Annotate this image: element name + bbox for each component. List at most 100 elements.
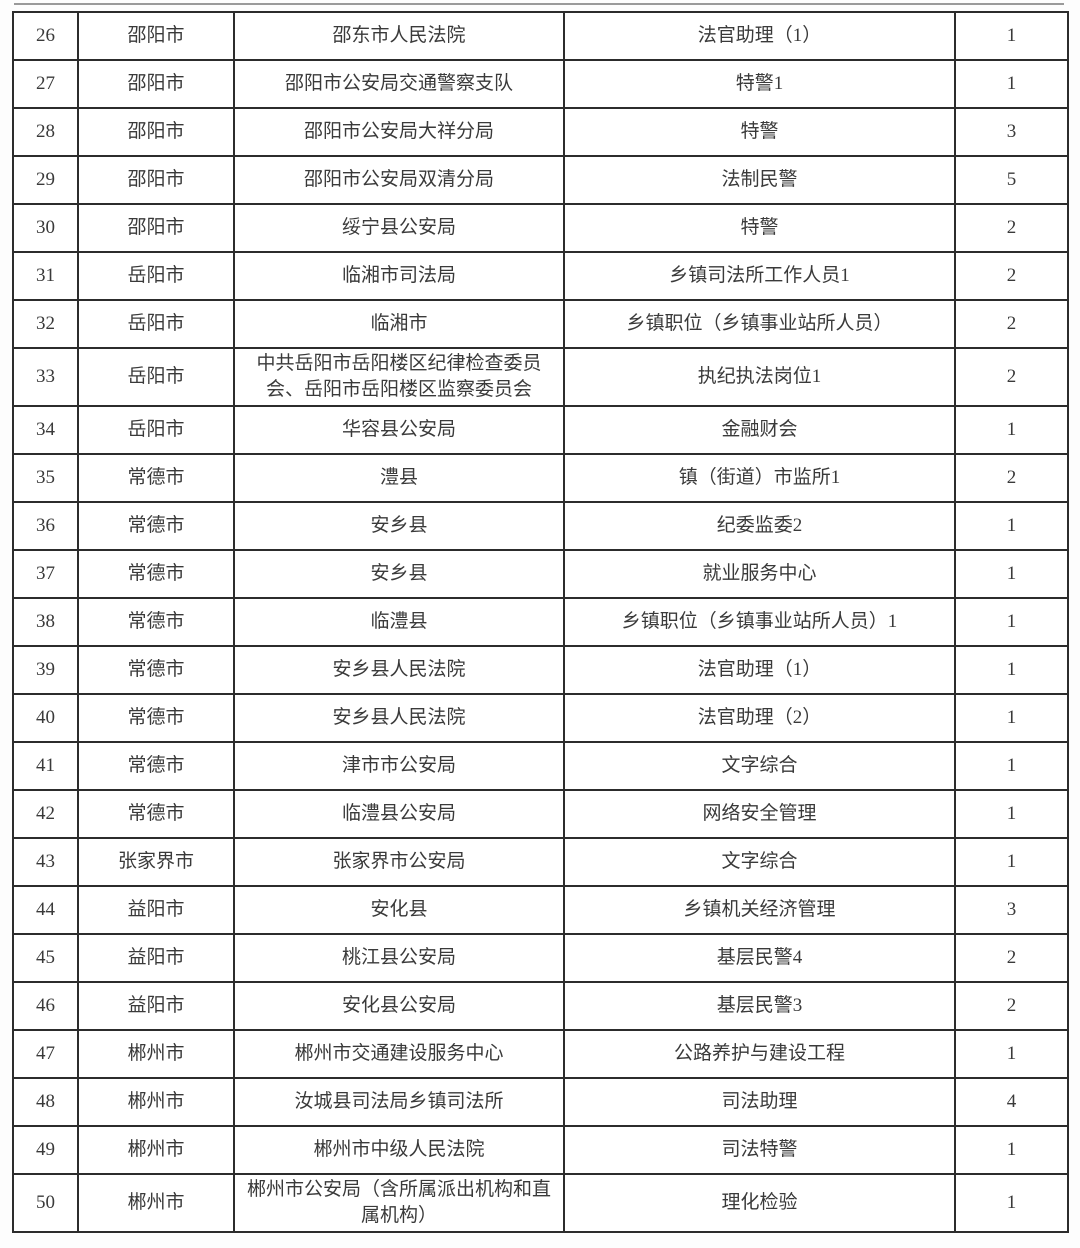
cell-city: 常德市	[77, 645, 235, 695]
cell-city: 郴州市	[77, 1173, 235, 1233]
table-row: 48 郴州市 汝城县司法局乡镇司法所 司法助理 4	[12, 1077, 1069, 1127]
cell-count: 2	[954, 933, 1069, 983]
table-row: 49 郴州市 郴州市中级人民法院 司法特警 1	[12, 1125, 1069, 1175]
table-row: 44 益阳市 安化县 乡镇机关经济管理 3	[12, 885, 1069, 935]
cell-row-number: 46	[12, 981, 79, 1031]
cell-row-number: 47	[12, 1029, 79, 1079]
cell-city: 邵阳市	[77, 59, 235, 109]
cell-city: 常德市	[77, 597, 235, 647]
cell-row-number: 42	[12, 789, 79, 839]
cell-count: 1	[954, 693, 1069, 743]
cell-count: 2	[954, 347, 1069, 407]
cell-city: 益阳市	[77, 885, 235, 935]
cell-organization: 临湘市司法局	[233, 251, 565, 301]
cell-position: 文字综合	[563, 837, 956, 887]
cell-organization: 中共岳阳市岳阳楼区纪律检查委员会、岳阳市岳阳楼区监察委员会	[233, 347, 565, 407]
cell-city: 岳阳市	[77, 347, 235, 407]
table-row: 30 邵阳市 绥宁县公安局 特警 2	[12, 203, 1069, 253]
table-row: 37 常德市 安乡县 就业服务中心 1	[12, 549, 1069, 599]
table-row: 40 常德市 安乡县人民法院 法官助理（2） 1	[12, 693, 1069, 743]
cell-city: 岳阳市	[77, 299, 235, 349]
cell-count: 1	[954, 1173, 1069, 1233]
cell-organization: 安化县	[233, 885, 565, 935]
table-row: 33 岳阳市 中共岳阳市岳阳楼区纪律检查委员会、岳阳市岳阳楼区监察委员会 执纪执法岗位…	[12, 347, 1069, 407]
cell-row-number: 32	[12, 299, 79, 349]
cell-count: 1	[954, 549, 1069, 599]
cell-position: 特警1	[563, 59, 956, 109]
cell-position: 法官助理（1）	[563, 645, 956, 695]
cell-row-number: 30	[12, 203, 79, 253]
cell-row-number: 34	[12, 405, 79, 455]
cell-city: 常德市	[77, 789, 235, 839]
cell-city: 常德市	[77, 549, 235, 599]
cell-city: 常德市	[77, 453, 235, 503]
positions-table-body: 26 邵阳市 邵东市人民法院 法官助理（1） 1 27 邵阳市 邵阳市公安局交通警察支队 特警1…	[12, 11, 1069, 1233]
cell-row-number: 50	[12, 1173, 79, 1233]
cell-row-number: 48	[12, 1077, 79, 1127]
cell-position: 公路养护与建设工程	[563, 1029, 956, 1079]
table-row: 31 岳阳市 临湘市司法局 乡镇司法所工作人员1 2	[12, 251, 1069, 301]
cell-city: 常德市	[77, 501, 235, 551]
cell-city: 邵阳市	[77, 155, 235, 205]
cell-organization: 安乡县	[233, 549, 565, 599]
table-row: 50 郴州市 郴州市公安局（含所属派出机构和直属机构） 理化检验 1	[12, 1173, 1069, 1233]
cell-count: 2	[954, 981, 1069, 1031]
cell-row-number: 26	[12, 11, 79, 61]
cell-row-number: 43	[12, 837, 79, 887]
cell-position: 法制民警	[563, 155, 956, 205]
cell-row-number: 40	[12, 693, 79, 743]
cell-organization: 郴州市公安局（含所属派出机构和直属机构）	[233, 1173, 565, 1233]
cell-position: 理化检验	[563, 1173, 956, 1233]
cell-count: 1	[954, 501, 1069, 551]
cell-city: 邵阳市	[77, 11, 235, 61]
cell-city: 邵阳市	[77, 203, 235, 253]
cell-organization: 澧县	[233, 453, 565, 503]
cell-count: 1	[954, 1029, 1069, 1079]
cell-organization: 张家界市公安局	[233, 837, 565, 887]
table-row: 41 常德市 津市市公安局 文字综合 1	[12, 741, 1069, 791]
cell-organization: 郴州市交通建设服务中心	[233, 1029, 565, 1079]
cell-count: 1	[954, 1125, 1069, 1175]
cell-count: 3	[954, 885, 1069, 935]
cell-organization: 临湘市	[233, 299, 565, 349]
cell-position: 乡镇职位（乡镇事业站所人员）	[563, 299, 956, 349]
cell-organization: 安乡县人民法院	[233, 645, 565, 695]
cell-city: 益阳市	[77, 981, 235, 1031]
cell-city: 邵阳市	[77, 107, 235, 157]
cell-city: 常德市	[77, 693, 235, 743]
table-row: 34 岳阳市 华容县公安局 金融财会 1	[12, 405, 1069, 455]
cell-position: 法官助理（2）	[563, 693, 956, 743]
cell-row-number: 49	[12, 1125, 79, 1175]
cell-row-number: 31	[12, 251, 79, 301]
cell-city: 岳阳市	[77, 251, 235, 301]
cell-position: 基层民警4	[563, 933, 956, 983]
table-row: 26 邵阳市 邵东市人民法院 法官助理（1） 1	[12, 11, 1069, 61]
table-row: 28 邵阳市 邵阳市公安局大祥分局 特警 3	[12, 107, 1069, 157]
cell-row-number: 29	[12, 155, 79, 205]
table-row: 35 常德市 澧县 镇（街道）市监所1 2	[12, 453, 1069, 503]
cell-organization: 邵阳市公安局交通警察支队	[233, 59, 565, 109]
cell-count: 1	[954, 11, 1069, 61]
table-row: 45 益阳市 桃江县公安局 基层民警4 2	[12, 933, 1069, 983]
cell-row-number: 45	[12, 933, 79, 983]
cell-position: 纪委监委2	[563, 501, 956, 551]
cell-count: 2	[954, 299, 1069, 349]
cell-count: 1	[954, 789, 1069, 839]
cell-city: 郴州市	[77, 1077, 235, 1127]
cell-count: 5	[954, 155, 1069, 205]
cell-city: 岳阳市	[77, 405, 235, 455]
cell-city: 常德市	[77, 741, 235, 791]
table-row: 46 益阳市 安化县公安局 基层民警3 2	[12, 981, 1069, 1031]
cell-position: 基层民警3	[563, 981, 956, 1031]
table-row: 27 邵阳市 邵阳市公安局交通警察支队 特警1 1	[12, 59, 1069, 109]
cell-organization: 临澧县公安局	[233, 789, 565, 839]
cell-position: 镇（街道）市监所1	[563, 453, 956, 503]
cell-position: 法官助理（1）	[563, 11, 956, 61]
cell-city: 益阳市	[77, 933, 235, 983]
cell-row-number: 28	[12, 107, 79, 157]
previous-row-border-remnant	[14, 3, 1064, 5]
cell-row-number: 37	[12, 549, 79, 599]
cell-organization: 桃江县公安局	[233, 933, 565, 983]
cell-organization: 郴州市中级人民法院	[233, 1125, 565, 1175]
positions-table: 26 邵阳市 邵东市人民法院 法官助理（1） 1 27 邵阳市 邵阳市公安局交通警察支队 特警1…	[12, 11, 1069, 1233]
